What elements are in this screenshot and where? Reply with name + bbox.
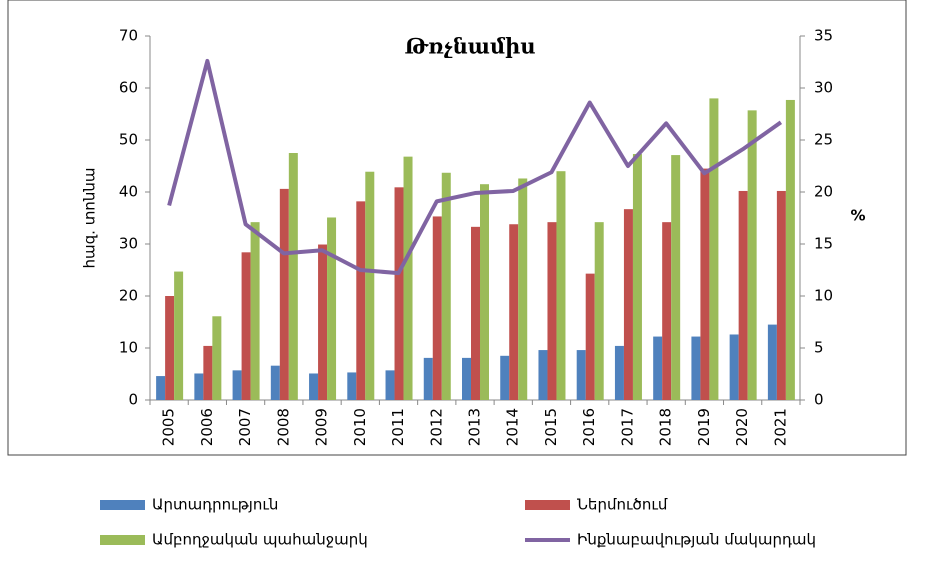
- bar: [576, 350, 586, 400]
- bar: [327, 217, 337, 400]
- bar: [700, 168, 710, 400]
- bar: [356, 201, 366, 400]
- x-tick-label: 2017: [618, 408, 636, 446]
- y-tick-label: 60: [119, 79, 138, 97]
- bar: [288, 153, 298, 400]
- x-tick-label: 2008: [274, 408, 292, 446]
- bar: [441, 172, 451, 400]
- bar: [767, 324, 777, 400]
- bar: [471, 226, 480, 400]
- bar: [365, 171, 375, 400]
- x-tick-label: 2012: [427, 408, 445, 446]
- legend-label: Ամբողջական պահանջարկ: [152, 531, 368, 549]
- x-tick-label: 2009: [313, 408, 331, 446]
- bar: [347, 372, 357, 400]
- bar: [462, 357, 471, 400]
- legend-swatch: [100, 535, 145, 545]
- x-tick-label: 2005: [160, 408, 178, 446]
- bar: [394, 187, 404, 400]
- x-tick-label: 2014: [504, 408, 522, 446]
- bar: [738, 190, 748, 400]
- bar: [691, 336, 701, 400]
- bar: [729, 334, 739, 400]
- y2-tick-label: 0: [814, 391, 824, 409]
- chart-title: Թռչնամիս: [404, 34, 535, 59]
- bar: [270, 365, 280, 400]
- bar: [203, 345, 213, 400]
- y-tick-label: 30: [119, 235, 138, 253]
- bar: [432, 216, 442, 400]
- bar: [250, 222, 260, 400]
- x-tick-label: 2019: [695, 408, 713, 446]
- x-tick-label: 2021: [771, 408, 789, 446]
- bar: [509, 224, 519, 400]
- bar: [547, 222, 557, 400]
- bar: [747, 110, 757, 401]
- y-tick-label: 70: [119, 27, 138, 45]
- x-tick-label: 2006: [198, 408, 216, 446]
- legend-swatch: [100, 500, 145, 510]
- bar: [241, 252, 251, 400]
- y-tick-label: 20: [119, 287, 138, 305]
- x-tick-label: 2015: [542, 408, 560, 446]
- bar: [403, 156, 413, 400]
- bar: [480, 184, 489, 400]
- y-tick-label: 10: [119, 339, 138, 357]
- frame: [7, 0, 907, 456]
- bar: [232, 370, 242, 400]
- y-tick-label: 0: [128, 391, 138, 409]
- bar: [776, 190, 786, 400]
- bar: [309, 373, 319, 400]
- y2-tick-label: 35: [814, 27, 833, 45]
- y2-tick-label: 30: [814, 79, 833, 97]
- bar: [556, 171, 566, 400]
- y2-tick-label: 20: [814, 183, 833, 201]
- x-tick-label: 2013: [466, 408, 484, 446]
- y-tick-label: 50: [119, 131, 138, 149]
- x-tick-label: 2016: [580, 408, 598, 446]
- bar: [632, 154, 642, 400]
- bar: [279, 188, 289, 400]
- y-axis-label: հազ. տոննա: [81, 168, 99, 269]
- bar: [671, 155, 681, 400]
- bar: [538, 350, 548, 400]
- x-tick-label: 2007: [236, 408, 254, 446]
- bar: [623, 209, 633, 400]
- legend-label: Ներմուծում: [577, 496, 668, 514]
- bar: [174, 271, 184, 400]
- x-tick-label: 2020: [733, 408, 751, 446]
- bar: [318, 244, 328, 400]
- y2-tick-label: 15: [814, 235, 833, 253]
- bar: [212, 316, 222, 400]
- y2-tick-label: 5: [814, 339, 824, 357]
- bar: [165, 296, 175, 400]
- bar: [156, 376, 166, 400]
- bar: [194, 373, 204, 400]
- bar: [585, 273, 595, 400]
- legend-swatch: [525, 500, 570, 510]
- y2-tick-label: 10: [814, 287, 833, 305]
- bar: [423, 357, 433, 400]
- bar: [500, 355, 510, 400]
- bar: [594, 222, 604, 400]
- x-tick-label: 2018: [657, 408, 675, 446]
- bar: [614, 345, 624, 400]
- bar: [385, 370, 395, 400]
- x-tick-label: 2010: [351, 408, 369, 446]
- x-tick-label: 2011: [389, 408, 407, 446]
- bar: [709, 98, 719, 401]
- bar: [653, 336, 663, 400]
- bar: [785, 99, 795, 401]
- line-series: [167, 58, 783, 276]
- y2-tick-label: 25: [814, 131, 833, 149]
- y2-axis-label: %: [850, 207, 865, 225]
- bar: [518, 178, 528, 400]
- bar: [662, 222, 672, 400]
- legend-label: Ինքնաբավության մակարդակ: [577, 531, 816, 549]
- legend-label: Արտադրություն: [152, 496, 278, 514]
- y-tick-label: 40: [119, 183, 138, 201]
